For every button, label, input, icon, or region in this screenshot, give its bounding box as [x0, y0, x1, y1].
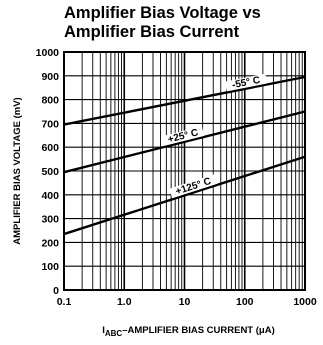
series-label-bg [169, 174, 218, 199]
x-axis-label-prefix: I [102, 325, 105, 336]
x-axis-label: IABC–AMPLIFIER BIAS CURRENT (μA) [102, 325, 275, 338]
series-label-bg [161, 126, 205, 146]
y-tick-label: 400 [41, 190, 59, 202]
series-label-group: +25° C [161, 126, 205, 146]
series-line [63, 155, 306, 236]
y-tick-label: 500 [41, 166, 59, 178]
y-tick-label: 1000 [36, 47, 60, 59]
x-tick-label: 10 [179, 296, 191, 308]
y-tick-label: 900 [41, 71, 59, 83]
series-line [63, 110, 306, 174]
x-axis-label-subscript: ABC [105, 329, 123, 338]
chart-title-line-2: Amplifier Bias Current [64, 23, 240, 41]
series-label: -55° C [231, 75, 261, 91]
y-tick-label: 200 [41, 237, 59, 249]
y-tick-label: 0 [53, 285, 59, 297]
series-line [63, 75, 306, 126]
series-layer: -55° C +25° C +125° C [63, 73, 306, 236]
grid-layer [64, 52, 305, 290]
x-axis-label-rest: –AMPLIFIER BIAS CURRENT (μA) [122, 325, 275, 336]
chart-title-line-1: Amplifier Bias Voltage vs [64, 4, 261, 22]
y-tick-label: 700 [41, 118, 59, 130]
series-label-group: +125° C [169, 174, 218, 199]
plot-frame [63, 51, 306, 291]
x-tick-label: 100 [236, 296, 254, 308]
x-tick-label: 1000 [293, 296, 317, 308]
chart-title: Amplifier Bias Voltage vs Amplifier Bias… [64, 4, 314, 42]
y-tick-label: 800 [41, 95, 59, 107]
y-tick-label: 300 [41, 214, 59, 226]
series-label-bg [224, 73, 268, 92]
y-axis-label: AMPLIFIER BIAS VOLTAGE (mV) [12, 97, 23, 244]
x-tick-label: 0.1 [57, 296, 72, 308]
x-tick-label: 1.0 [117, 296, 132, 308]
tick-layer: 0 100 200 300 400 500 600 700 800 900 1000 0.1 1.0 10… [36, 47, 317, 308]
y-tick-label: 100 [41, 261, 59, 273]
y-tick-label: 600 [41, 142, 59, 154]
series-label-group: -55° C [224, 73, 268, 92]
